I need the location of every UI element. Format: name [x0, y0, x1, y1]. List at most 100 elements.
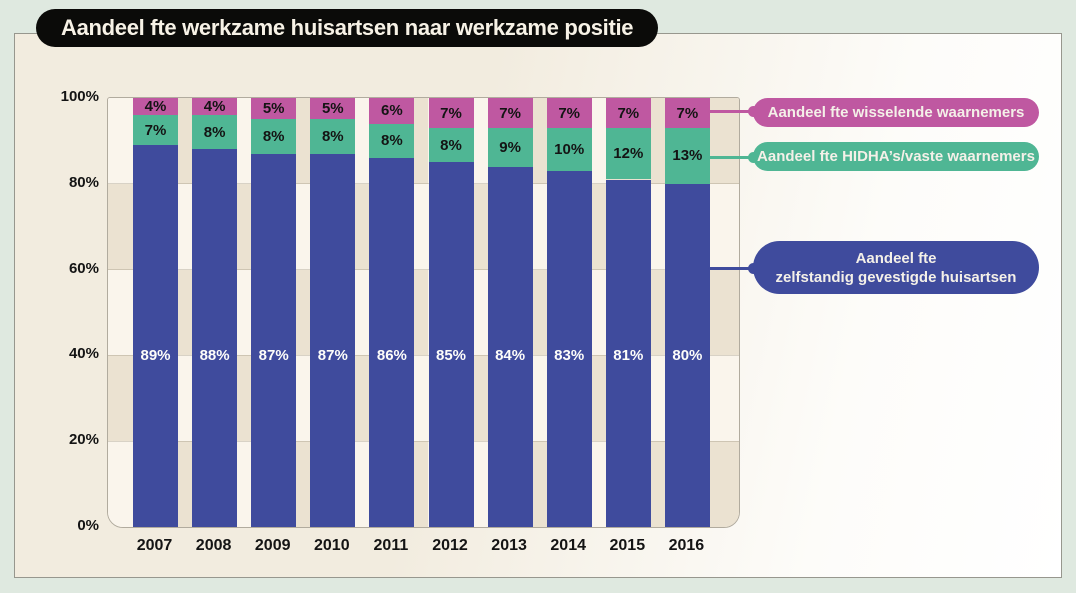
bar-segment-label: 4% — [203, 98, 226, 116]
bar-segment — [487, 166, 533, 527]
bar-segment — [546, 98, 592, 129]
bar-segment-label: 7% — [558, 104, 581, 122]
bar-segment-label: 7% — [440, 104, 462, 122]
year-label: 2014 — [550, 537, 586, 554]
bar-segment — [369, 123, 415, 159]
gridline — [108, 354, 739, 356]
year-label: 2007 — [136, 537, 173, 554]
bar-segment-label: 8% — [203, 123, 226, 141]
bar-segment-label: 4% — [144, 98, 167, 116]
bar-segment — [133, 145, 178, 527]
bar-segment — [369, 158, 415, 527]
bar-segment — [487, 128, 533, 167]
bar-segment-label: 7% — [499, 104, 521, 122]
y-tick-label: 100% — [60, 88, 99, 105]
bar-segment — [546, 128, 592, 171]
bar-segment — [192, 115, 238, 150]
legend-connector-zelfstandig-huisartsen — [708, 267, 754, 270]
bar-segment-label: 83% — [554, 346, 585, 364]
bar-segment — [428, 128, 474, 163]
bar-segment-label: 12% — [613, 145, 644, 163]
bar-segment-label: 7% — [144, 121, 167, 139]
chart-panel: 89% 7% 4% 88% 8% 4% 87% 8% 5% 87% 8% 5% 86% 8% 6% 85% 8%… — [14, 33, 1062, 578]
bar-segment — [369, 98, 415, 124]
bar-segment — [605, 98, 651, 129]
y-tick-label: 60% — [68, 259, 99, 277]
legend-pill-wisselende-waarnemers: Aandeel fte wisselende waarnemers — [753, 98, 1039, 127]
plot-background-cell — [709, 355, 739, 442]
plot-background-cell — [108, 183, 133, 270]
bar-segment — [664, 98, 710, 129]
plot-background-cell — [709, 441, 739, 527]
bar-segment — [487, 98, 533, 129]
y-tick-label: 80% — [68, 173, 99, 191]
year-label: 2008 — [195, 537, 232, 554]
bar-segment-label: 86% — [376, 346, 407, 364]
bar-segment — [664, 183, 710, 527]
legend-label: zelfstandig gevestigde huisartsen — [775, 268, 1017, 286]
legend-label: Aandeel fte — [855, 249, 937, 267]
bar-segment-label: 8% — [262, 128, 285, 146]
y-tick-label: 0% — [77, 517, 99, 534]
plot-background-cell — [108, 355, 133, 442]
bar-segment-label: 8% — [321, 128, 344, 146]
bar-segment-label: 81% — [613, 346, 644, 364]
bar-segment-label: 5% — [262, 100, 285, 118]
bar-segment-label: 9% — [499, 138, 521, 156]
plot-background-cell — [108, 269, 133, 356]
bar-segment — [605, 128, 651, 180]
year-label: 2012 — [432, 537, 468, 554]
bar-segment-label: 84% — [495, 346, 526, 364]
legend-label: Aandeel fte HIDHA’s/vaste waarnemers — [757, 148, 1035, 165]
bar-segment — [310, 119, 356, 154]
bar-segment-label: 6% — [381, 102, 403, 120]
year-label: 2015 — [609, 537, 646, 554]
bar-segment-label: 7% — [676, 104, 699, 122]
bar-segment — [133, 98, 178, 116]
bar-segment — [310, 98, 356, 120]
gridline — [108, 269, 739, 271]
bar-segment — [310, 153, 356, 527]
y-tick-label: 20% — [68, 431, 99, 449]
plot-background-cell — [709, 269, 739, 356]
y-tick-label: 40% — [68, 345, 99, 363]
legend-connector-hidha-vaste-waarnemers — [708, 156, 754, 159]
plot-area: 89% 7% 4% 88% 8% 4% 87% 8% 5% 87% 8% 5% 86% 8% 6% 85% 8%… — [107, 97, 740, 528]
bar-segment — [251, 119, 297, 154]
bar-segment-label: 8% — [440, 136, 462, 154]
bar-segment — [428, 162, 474, 527]
bar-segment-label: 87% — [258, 346, 289, 364]
bar-segment-label: 89% — [140, 346, 171, 364]
bar-segment-label: 8% — [381, 132, 403, 150]
year-label: 2009 — [254, 537, 291, 554]
bar-segment — [546, 170, 592, 527]
bar-segment — [428, 98, 474, 129]
bar-segment-label: 87% — [317, 346, 348, 364]
plot-background-cell — [108, 98, 133, 184]
bar-segment-label: 88% — [199, 346, 230, 364]
year-label: 2013 — [491, 537, 527, 554]
bar-segment — [192, 98, 238, 116]
bar-segment-label: 10% — [554, 140, 585, 158]
bar-segment-label: 5% — [321, 100, 344, 118]
bar-segment-label: 7% — [617, 104, 640, 122]
bar-segment — [192, 149, 238, 527]
year-label: 2011 — [373, 537, 409, 554]
bar-segment — [251, 98, 297, 120]
bar-segment — [605, 179, 651, 527]
bar-segment-label: 13% — [672, 147, 703, 165]
legend-pill-hidha-vaste-waarnemers: Aandeel fte HIDHA’s/vaste waarnemers — [753, 142, 1039, 171]
bar-segment — [133, 115, 178, 146]
legend-connector-wisselende-waarnemers — [708, 110, 754, 113]
plot-background-cell — [108, 441, 133, 527]
legend-label: Aandeel fte wisselende waarnemers — [767, 104, 1025, 121]
gridline — [108, 440, 739, 442]
year-label: 2016 — [668, 537, 705, 554]
gridline — [108, 183, 739, 185]
legend-pill-zelfstandig-huisartsen: Aandeel fte zelfstandig gevestigde huisa… — [753, 241, 1039, 294]
bar-segment-label: 85% — [435, 346, 467, 364]
year-label: 2010 — [314, 537, 350, 554]
plot-background-cell — [709, 183, 739, 270]
chart-title: Aandeel fte werkzame huisartsen naar wer… — [36, 9, 659, 47]
